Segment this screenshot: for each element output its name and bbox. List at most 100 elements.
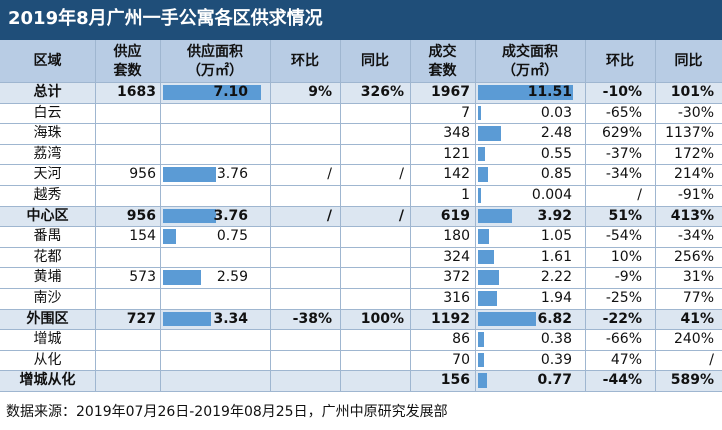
cell: 1967 bbox=[431, 84, 470, 100]
cell: 0.39 bbox=[540, 351, 572, 368]
data-bar bbox=[478, 332, 485, 347]
cell: 31% bbox=[682, 269, 714, 286]
data-bar bbox=[478, 270, 499, 285]
summary-row-bg bbox=[0, 370, 722, 391]
cell: 0.55 bbox=[540, 145, 572, 162]
header-cell: 套数 bbox=[113, 63, 142, 79]
header-cell: （万㎡） bbox=[187, 63, 243, 79]
header-cell: 成交 bbox=[428, 44, 457, 60]
cell: 629% bbox=[601, 125, 642, 142]
cell: 101% bbox=[670, 84, 714, 100]
cell: / bbox=[326, 207, 332, 224]
data-bar bbox=[163, 208, 217, 224]
cell: -34% bbox=[605, 166, 642, 183]
header-cell: 成交面积 bbox=[502, 44, 558, 60]
data-bar bbox=[478, 188, 482, 203]
cell: -37% bbox=[605, 145, 642, 162]
column-line bbox=[655, 40, 656, 391]
data-bar bbox=[163, 229, 177, 244]
cell: 1 bbox=[461, 187, 470, 203]
cell: 1.94 bbox=[540, 290, 572, 306]
row-label: 从化 bbox=[33, 351, 62, 368]
cell: 0.77 bbox=[537, 372, 572, 389]
cell: 156 bbox=[440, 372, 470, 389]
row-bg bbox=[0, 349, 722, 371]
cell: 11.51 bbox=[527, 84, 572, 100]
cell: 154 bbox=[129, 228, 156, 245]
cell: 7.10 bbox=[213, 84, 248, 100]
row-label: 外围区 bbox=[26, 310, 69, 327]
cell: 47% bbox=[610, 351, 642, 368]
cell: 326% bbox=[360, 84, 404, 100]
row-bg bbox=[0, 288, 722, 309]
footer: 数据来源：2019年07月26日-2019年08月25日，广州中原研究发展部 bbox=[6, 404, 448, 420]
cell: 413% bbox=[670, 207, 714, 224]
row-bg bbox=[0, 123, 722, 144]
row-bg bbox=[0, 102, 722, 124]
header-cell: 区域 bbox=[33, 53, 62, 69]
cell: 240% bbox=[673, 331, 714, 348]
cell: 214% bbox=[673, 166, 714, 183]
cell: / bbox=[637, 187, 642, 203]
cell: 9% bbox=[308, 84, 332, 100]
cell: -91% bbox=[677, 187, 714, 203]
row-label: 越秀 bbox=[33, 187, 62, 203]
cell: 956 bbox=[126, 207, 156, 224]
cell: 324 bbox=[443, 248, 470, 265]
row-label: 海珠 bbox=[33, 125, 62, 142]
cell: 10% bbox=[610, 248, 642, 265]
data-bar bbox=[163, 311, 211, 327]
cell: 77% bbox=[682, 290, 714, 306]
column-line bbox=[95, 40, 96, 391]
header-cell: 套数 bbox=[428, 63, 457, 79]
row-label: 黄埔 bbox=[33, 269, 62, 286]
cell: 3.34 bbox=[213, 310, 248, 327]
row-label: 天河 bbox=[33, 166, 62, 183]
cell: 316 bbox=[443, 290, 470, 306]
cell: / bbox=[709, 351, 714, 368]
cell: -34% bbox=[677, 228, 714, 245]
cell: 0.75 bbox=[216, 228, 248, 245]
cell: -25% bbox=[605, 290, 642, 306]
table-bottom bbox=[0, 391, 722, 392]
cell: 6.82 bbox=[537, 310, 572, 327]
row-label: 总计 bbox=[33, 84, 62, 100]
header-bg bbox=[0, 40, 722, 82]
cell: 2.59 bbox=[216, 269, 248, 286]
data-bar bbox=[478, 146, 486, 162]
cell: / bbox=[399, 166, 404, 183]
header-cell: 供应面积 bbox=[187, 44, 243, 60]
cell: / bbox=[398, 207, 404, 224]
cell: 256% bbox=[673, 248, 714, 265]
cell: 86 bbox=[452, 331, 470, 348]
cell: 2.48 bbox=[540, 125, 572, 142]
data-bar bbox=[478, 208, 513, 224]
cell: 1137% bbox=[665, 125, 714, 142]
cell: 956 bbox=[129, 166, 156, 183]
data-bar bbox=[163, 85, 262, 100]
column-line bbox=[475, 40, 476, 391]
header-cell: 环比 bbox=[606, 53, 634, 69]
data-bar bbox=[478, 85, 574, 100]
row-label: 中心区 bbox=[26, 207, 69, 224]
cell: 2.22 bbox=[540, 269, 572, 286]
cell: / bbox=[327, 166, 332, 183]
cell: 121 bbox=[443, 145, 470, 162]
cell: 180 bbox=[443, 228, 470, 245]
data-bar bbox=[478, 311, 536, 327]
row-label: 增城 bbox=[33, 331, 62, 348]
data-bar bbox=[478, 291, 497, 306]
cell: -66% bbox=[605, 331, 642, 348]
row-bg bbox=[0, 329, 722, 350]
cell: 619 bbox=[440, 207, 470, 224]
title-bar bbox=[0, 0, 722, 40]
column-line bbox=[410, 40, 411, 391]
row-label: 南沙 bbox=[33, 290, 62, 306]
cell: 142 bbox=[443, 166, 470, 183]
title: 2019年8月广州一手公寓各区供求情况 bbox=[8, 8, 323, 29]
cell: 41% bbox=[680, 310, 714, 327]
cell: 372 bbox=[443, 269, 470, 286]
row-bg bbox=[0, 185, 722, 206]
cell: 70 bbox=[452, 351, 470, 368]
cell: 0.85 bbox=[540, 166, 572, 183]
